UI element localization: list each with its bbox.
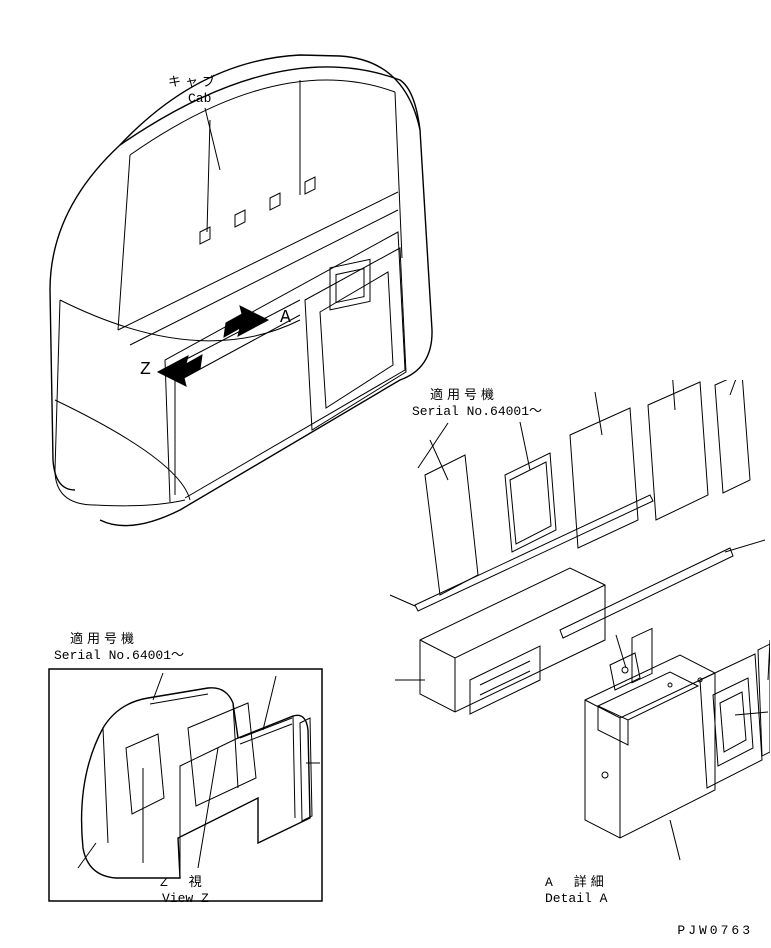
arrow-z-letter: Z [140, 360, 151, 382]
serial-label-lower-jp: 適用号機 [70, 632, 138, 648]
cab-label-en: Cab [188, 91, 211, 107]
view-z-diagram [48, 668, 323, 902]
serial-label-upper-jp: 適用号機 [430, 388, 498, 404]
detail-a-label-en: Detail A [545, 891, 607, 907]
drawing-number: PJW0763 [677, 923, 753, 938]
cab-label-jp: キャブ [168, 75, 219, 91]
serial-upper-leader [408, 418, 468, 478]
view-z-label-jp: Z 視 [160, 875, 206, 891]
serial-label-lower-en: Serial No.64001～ [54, 648, 184, 664]
arrow-a-icon [224, 306, 268, 337]
arrow-a-letter: A [280, 308, 291, 330]
view-z-label-en: View Z [162, 891, 209, 907]
detail-a-label-jp: A 詳細 [545, 875, 608, 891]
